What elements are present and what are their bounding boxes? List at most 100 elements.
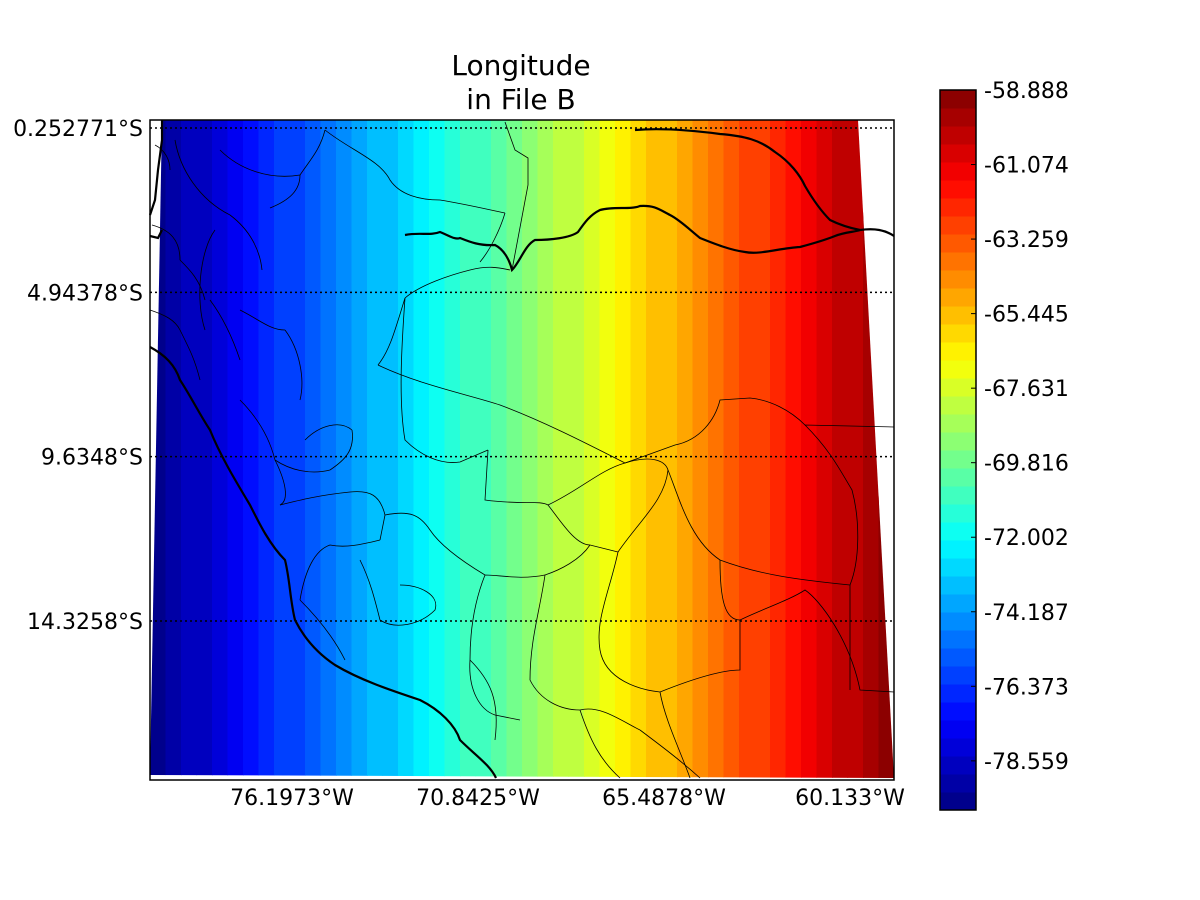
x-tick-label: 60.133°W [795,786,905,811]
colorbar-segment [940,666,976,685]
colorbar-tick-label: -67.631 [984,377,1069,402]
colorbar-tick-label: -76.373 [984,675,1069,700]
y-tick-label: 14.3258°S [27,610,143,635]
x-tick-label: 65.4878°W [602,786,726,811]
colorbar-segment [940,684,976,703]
colorbar-segment [940,108,976,127]
field-band [599,120,616,778]
chart-title-line-2: in File B [466,83,575,116]
y-tick-labels: 0.252771°S 4.94378°S 9.6348°S 14.3258°S [13,117,143,635]
field-band [615,120,632,778]
colorbar-segment [940,504,976,523]
field-band [351,120,368,778]
field-band [165,120,182,778]
field-band [739,120,756,778]
colorbar-segment [940,468,976,487]
field-band [692,120,709,778]
coastline-and-rivers [148,120,895,779]
field-band [212,120,229,778]
field-band [181,120,198,778]
colorbar-tick-label: -63.259 [984,228,1069,253]
colorbar-segment [940,180,976,199]
colorbar-segment [940,792,976,811]
field-band [429,120,446,778]
field-band [460,120,477,778]
colorbar-segment [940,360,976,379]
colorbar-segment [940,756,976,775]
field-band [320,120,337,778]
colorbar-segment [940,450,976,469]
colorbar-segment [940,216,976,235]
field-band [832,120,849,778]
field-band [258,120,275,778]
y-tick-label: 4.94378°S [27,281,143,306]
map-frame [149,119,895,781]
colorbar-tick-label: -74.187 [984,601,1069,626]
field-band [367,120,384,778]
colorbar [939,89,977,811]
colorbar-segment [940,198,976,217]
field-band [723,120,740,778]
colorbar-segment [940,612,976,631]
colorbar-segment [940,342,976,361]
field-band [708,120,725,778]
colorbar-segment [940,738,976,757]
colorbar-tick-label: -61.074 [984,154,1069,179]
colorbar-segment [940,288,976,307]
field-band [661,120,678,778]
field-band [475,120,492,778]
colorbar-tick-label: -58.888 [984,79,1069,104]
colorbar-segment [940,702,976,721]
field-band [305,120,322,778]
colorbar-tick-label: -78.559 [984,750,1069,775]
field-band [444,120,461,778]
colorbar-segment [940,576,976,595]
field-band [274,120,291,778]
field-band [413,120,430,778]
field-band [382,120,399,778]
field-band [553,120,570,778]
longitude-field [150,120,894,778]
colorbar-frame [939,89,977,811]
field-band [677,120,694,778]
colorbar-segment [940,720,976,739]
colorbar-segment [940,144,976,163]
field-band [754,120,771,778]
colorbar-tick-labels: -58.888 -61.074 -63.259 -65.445 -67.631 -69.8… [971,79,1069,775]
colorbar-segment [940,270,976,289]
colorbar-segment [940,324,976,343]
colorbar-segment [940,306,976,325]
x-tick-label: 76.1973°W [230,786,354,811]
colorbar-segment [940,522,976,541]
field-band [646,120,663,778]
field-band [491,120,508,778]
field-band [568,120,585,778]
chart-title-line-1: Longitude [451,49,590,82]
x-tick-label: 70.8425°W [416,786,540,811]
field-band [506,120,523,778]
field-band [584,120,601,778]
x-tick-labels: 76.1973°W 70.8425°W 65.4878°W 60.133°W [230,786,905,811]
colorbar-segment [940,90,976,109]
colorbar-segment [940,126,976,145]
colorbar-tick-label: -72.002 [984,526,1069,551]
y-tick-label: 9.6348°S [41,446,143,471]
colorbar-segment [940,234,976,253]
political-boundaries [149,121,895,779]
y-gridlines [150,127,894,622]
field-band [630,120,647,778]
colorbar-segment [940,432,976,451]
field-band [243,120,260,778]
colorbar-tick-label: -65.445 [984,303,1069,328]
field-band [336,120,353,778]
field-band [785,120,802,778]
field-band [816,120,833,778]
colorbar-segment [940,252,976,271]
colorbar-segment [940,630,976,649]
colorbar-segment [940,486,976,505]
field-band [196,120,213,778]
colorbar-segment [940,558,976,577]
colorbar-segment [940,396,976,415]
colorbar-segment [940,648,976,667]
